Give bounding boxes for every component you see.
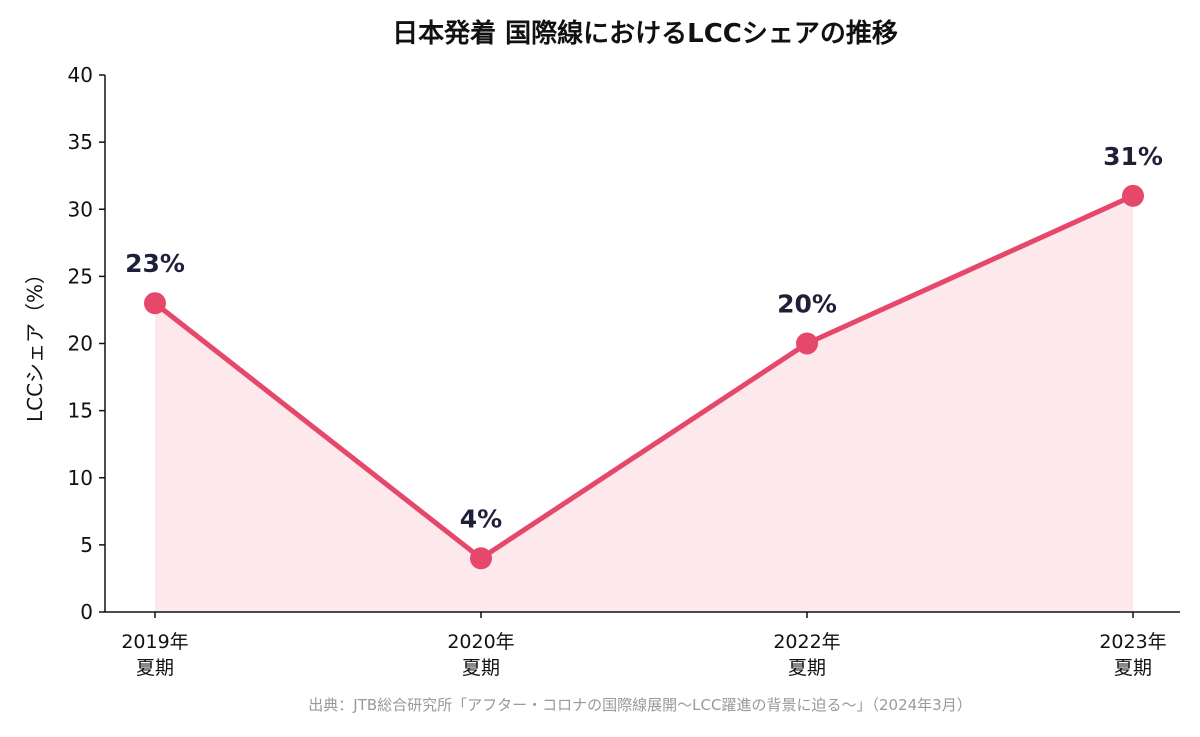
y-tick-label: 35: [68, 130, 93, 154]
y-tick-label: 40: [68, 63, 93, 87]
x-tick-label: 2020年: [447, 631, 514, 653]
data-label: 31%: [1103, 142, 1163, 171]
data-point: [796, 332, 818, 355]
data-label: 20%: [777, 290, 837, 319]
y-tick-label: 0: [80, 600, 93, 624]
x-tick-label: 夏期: [462, 657, 500, 679]
x-tick-label: 夏期: [788, 657, 826, 679]
y-tick-label: 10: [68, 466, 93, 490]
x-tick-label: 2023年: [1099, 631, 1166, 653]
x-tick-label: 夏期: [1114, 657, 1152, 679]
x-tick-label: 2019年: [121, 631, 188, 653]
data-point: [470, 547, 492, 570]
data-label: 4%: [460, 504, 502, 533]
chart-title: 日本発着 国際線におけるLCCシェアの推移: [392, 18, 898, 49]
data-point: [144, 292, 166, 315]
y-tick-label: 30: [68, 197, 93, 221]
x-tick-label: 2022年: [773, 631, 840, 653]
y-tick-label: 5: [80, 533, 93, 557]
area-fill: [155, 195, 1133, 612]
x-tick-label: 夏期: [136, 657, 174, 679]
source-note: 出典：JTB総合研究所「アフター・コロナの国際線展開〜LCC躍進の背景に迫る〜」…: [308, 696, 971, 714]
data-label: 23%: [125, 249, 185, 278]
y-tick-label: 20: [68, 332, 93, 356]
y-axis-label: LCCシェア（%）: [23, 264, 47, 422]
y-tick-label: 15: [68, 399, 93, 423]
y-tick-label: 25: [68, 264, 93, 288]
data-point: [1122, 184, 1144, 207]
series-line: [153, 193, 1135, 561]
